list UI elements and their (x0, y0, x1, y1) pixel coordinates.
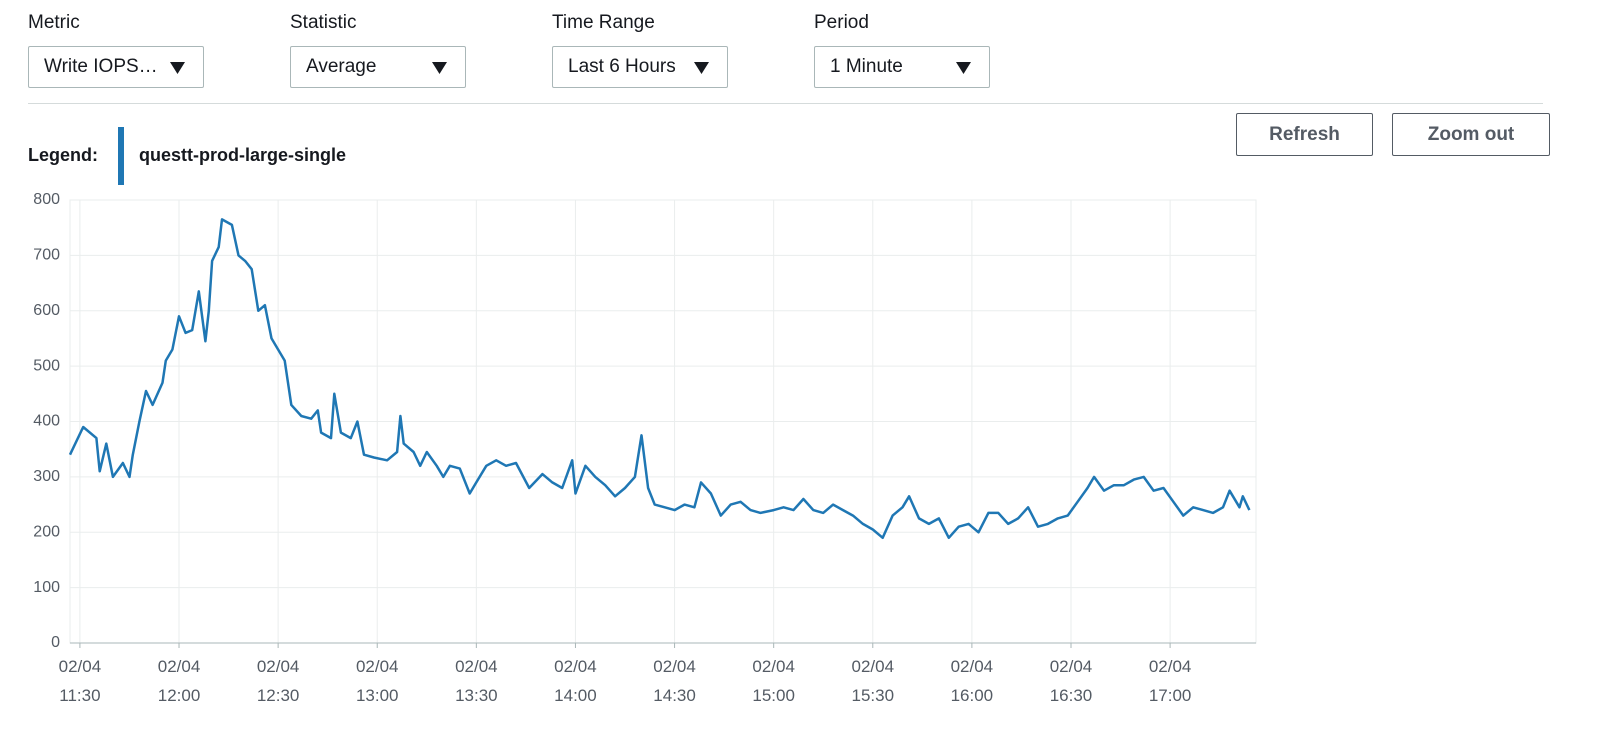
dropdown-arrow (694, 62, 709, 74)
y-tick-label: 0 (51, 634, 60, 651)
dropdown-value: Write IOPS… (44, 56, 158, 77)
x-tick-label: 02/04 12:00 (157, 657, 201, 705)
divider (28, 103, 1543, 104)
arrow (694, 62, 709, 74)
arrow (956, 62, 971, 74)
dropdown-value: 1 Minute (830, 56, 903, 77)
x-tick-label: 02/04 14:30 (653, 657, 696, 705)
control-label: Metric (28, 12, 80, 33)
dropdown[interactable]: 1 Minute (814, 46, 990, 88)
dropdown-arrow (170, 62, 185, 74)
x-tick-label: 02/04 15:00 (752, 657, 795, 705)
y-tick-label: 400 (33, 413, 60, 430)
y-tick-label: 700 (33, 247, 60, 264)
legend-label: Legend: (28, 145, 98, 165)
x-tick-label: 02/04 11:30 (58, 657, 102, 705)
arrow (170, 62, 185, 74)
control-label: Period (814, 12, 869, 33)
y-tick-label: 300 (33, 468, 60, 485)
control-label: Time Range (552, 12, 655, 33)
y-tick-label: 200 (33, 523, 60, 540)
x-tick-label: 02/04 16:30 (1049, 657, 1093, 705)
arrow (432, 62, 447, 74)
dropdown-arrow (432, 62, 447, 74)
dropdown-value: Average (306, 56, 377, 77)
series-line (68, 218, 1251, 540)
legend-swatch (118, 127, 124, 185)
x-tick-label: 02/04 12:30 (256, 657, 300, 705)
y-tick-label: 600 (33, 302, 60, 319)
dropdown-arrow (956, 62, 971, 74)
y-tick-label: 100 (33, 579, 60, 596)
x-tick-label: 02/04 16:00 (950, 657, 994, 705)
refresh-button[interactable]: Refresh (1236, 113, 1373, 156)
x-tick-label: 02/04 17:00 (1148, 657, 1192, 705)
y-tick-label: 500 (33, 357, 60, 374)
zoom-out-button[interactable]: Zoom out (1392, 113, 1550, 156)
x-tick-label: 02/04 13:30 (455, 657, 498, 705)
x-tick-label: 02/04 14:00 (554, 657, 597, 705)
dropdown-value: Last 6 Hours (568, 56, 676, 77)
dropdown[interactable]: Last 6 Hours (552, 46, 728, 88)
dropdown[interactable]: Average (290, 46, 466, 88)
x-tick-label: 02/04 15:30 (851, 657, 895, 705)
x-tick-label: 02/04 13:00 (355, 657, 399, 705)
control-label: Statistic (290, 12, 357, 33)
dropdown[interactable]: Write IOPS… (28, 46, 204, 88)
legend-entry: questt-prod-large-single (139, 145, 347, 165)
y-tick-label: 800 (33, 191, 60, 208)
